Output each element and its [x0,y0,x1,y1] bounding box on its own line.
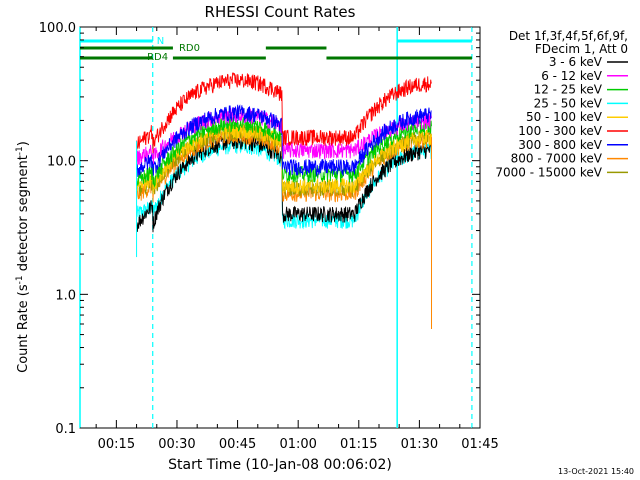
x-tick-label: 00:15 [98,437,135,452]
x-tick-label: 01:15 [340,437,377,452]
y-axis-label: Count Rate (s-1 detector segment-1) [15,141,31,373]
plot-area: N RD0 RD4 0.1 1.0 10.0 100.0 00:15 00:30 00:45 01… [39,21,499,452]
x-tick-label: 00:45 [219,437,256,452]
rd4-label: RD4 [147,52,168,63]
y-tick-label: 10.0 [47,155,76,170]
legend-entry-label: 12 - 25 keV [534,83,603,97]
legend-entry-label: 3 - 6 keV [549,55,603,69]
legend-entry-label: 6 - 12 keV [541,69,603,83]
night-label: N [157,36,164,47]
x-tick-label: 01:30 [401,437,438,452]
chart-title: RHESSI Count Rates [205,3,356,21]
legend-header-line-1: Det 1f,3f,4f,5f,6f,9f, [509,29,628,43]
legend-entry-label: 25 - 50 keV [534,96,603,110]
series-line-2 [136,114,432,189]
series-line-0 [136,133,432,233]
y-tick-label: 0.1 [55,422,76,437]
series-line-4 [136,123,432,195]
y-tick-label: 1.0 [55,288,76,303]
legend-entry-label: 800 - 7000 keV [511,152,603,166]
legend-entry-label: 7000 - 15000 keV [495,165,602,179]
x-tick-label: 01:45 [461,437,498,452]
series-line-6 [136,104,432,177]
x-axis-label: Start Time (10-Jan-08 00:06:02) [168,457,392,473]
legend-header-line-2: FDecim 1, Att 0 [535,42,628,56]
legend-entry-label: 100 - 300 keV [518,124,602,138]
legend-entry-label: 50 - 100 keV [526,110,603,124]
legend: Det 1f,3f,4f,5f,6f,9f, FDecim 1, Att 0 3… [495,29,628,179]
y-tick-label: 100.0 [39,21,76,36]
x-tick-label: 00:30 [158,437,195,452]
timestamp: 13-Oct-2021 15:40 [558,467,634,476]
legend-entry-label: 300 - 800 keV [518,138,602,152]
series-line-5 [136,72,432,154]
x-tick-label: 01:00 [279,437,316,452]
rd0-label: RD0 [179,43,200,54]
